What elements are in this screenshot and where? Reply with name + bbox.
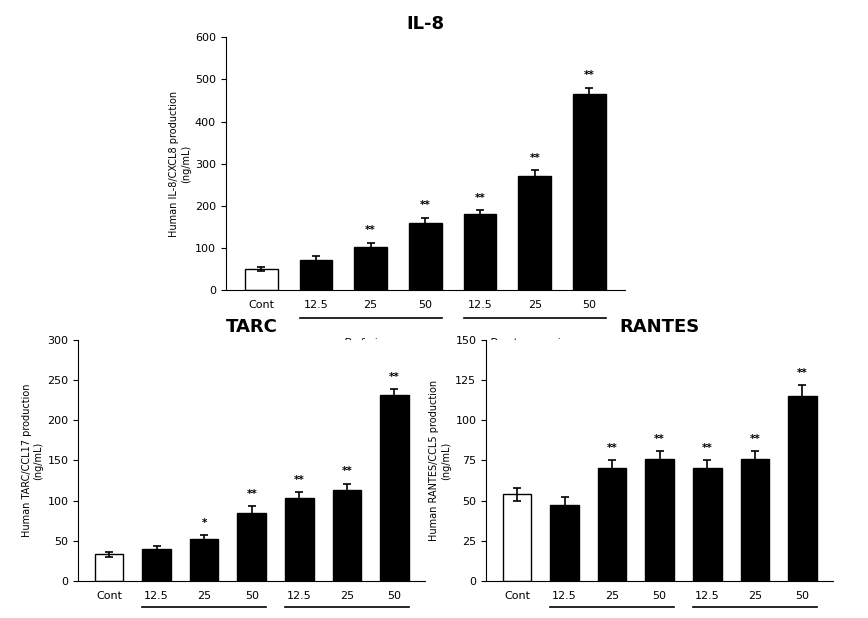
Bar <box>285 498 313 581</box>
Text: $\it{D.\ farinae}$: $\it{D.\ farinae}$ <box>343 336 398 348</box>
Bar <box>299 260 332 290</box>
Bar <box>693 468 721 581</box>
Title: IL-8: IL-8 <box>406 15 444 33</box>
Text: **: ** <box>341 467 352 476</box>
Bar <box>503 494 531 581</box>
Text: **: ** <box>797 368 808 378</box>
Bar <box>95 554 123 581</box>
Bar <box>464 214 496 290</box>
Bar <box>142 549 171 581</box>
Y-axis label: Human TARC/CCL17 production
(ng/mL): Human TARC/CCL17 production (ng/mL) <box>22 384 43 537</box>
Text: **: ** <box>365 225 376 235</box>
Title: RANTES: RANTES <box>620 318 700 336</box>
Text: **: ** <box>420 200 431 210</box>
Y-axis label: Human IL-8/CXCL8 production
(ng/mL): Human IL-8/CXCL8 production (ng/mL) <box>169 91 191 237</box>
Text: **: ** <box>294 475 305 485</box>
Text: **: ** <box>475 193 485 203</box>
Text: **: ** <box>389 371 400 382</box>
Text: $\it{D.\ pteronyssinus}$: $\it{D.\ pteronyssinus}$ <box>490 336 580 350</box>
Bar <box>598 468 627 581</box>
Bar <box>518 177 551 290</box>
Bar <box>573 94 606 290</box>
Bar <box>354 247 387 290</box>
Text: **: ** <box>584 70 595 80</box>
Bar <box>788 396 817 581</box>
Bar <box>238 512 266 581</box>
Bar <box>245 269 278 290</box>
Bar <box>550 506 579 581</box>
Text: (μg/mL): (μg/mL) <box>351 353 391 364</box>
Y-axis label: Human RANTES/CCL5 production
(ng/mL): Human RANTES/CCL5 production (ng/mL) <box>430 380 451 541</box>
Text: **: ** <box>529 153 540 163</box>
Text: **: ** <box>247 489 257 499</box>
Bar <box>646 459 674 581</box>
Text: **: ** <box>607 443 617 453</box>
Text: **: ** <box>702 443 713 453</box>
Text: **: ** <box>654 434 665 444</box>
Bar <box>409 223 442 290</box>
Bar <box>740 459 769 581</box>
Bar <box>332 490 361 581</box>
Text: (μg/mL): (μg/mL) <box>515 353 555 364</box>
Title: TARC: TARC <box>226 318 278 336</box>
Text: *: * <box>201 518 207 528</box>
Bar <box>380 394 409 581</box>
Text: **: ** <box>749 434 760 444</box>
Bar <box>190 539 219 581</box>
